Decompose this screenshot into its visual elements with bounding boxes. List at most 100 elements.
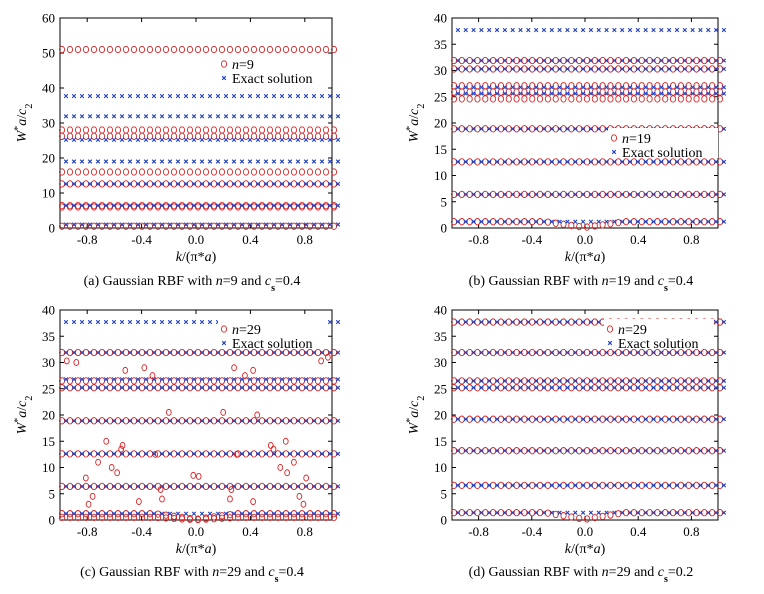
exact-point xyxy=(327,319,333,325)
exact-point xyxy=(526,483,531,488)
model-point xyxy=(138,180,146,188)
model-point xyxy=(314,510,322,518)
model-point xyxy=(599,95,606,103)
x-tick-label: -0.8 xyxy=(77,524,98,539)
exact-point xyxy=(295,350,301,355)
x-axis-label: k/(π*a) xyxy=(565,250,606,265)
exact-point xyxy=(303,114,309,119)
model-point xyxy=(450,95,458,103)
exact-point xyxy=(175,451,181,457)
exact-point xyxy=(455,448,461,453)
exact-point xyxy=(494,126,500,131)
model-point xyxy=(194,377,202,385)
model-point xyxy=(106,417,114,425)
exact-point xyxy=(533,27,539,33)
exact-point xyxy=(247,377,253,382)
exact-point xyxy=(713,192,719,197)
exact-point xyxy=(494,91,500,96)
model-point xyxy=(82,168,90,176)
model-point xyxy=(138,482,146,491)
exact-point xyxy=(335,451,341,457)
model-point xyxy=(218,417,226,425)
model-point xyxy=(98,384,106,392)
model-point xyxy=(490,377,497,385)
model-point xyxy=(266,348,274,357)
exact-point xyxy=(682,448,687,453)
model-point xyxy=(537,509,544,517)
exact-point xyxy=(487,91,492,96)
y-tick-label: 0 xyxy=(441,513,448,528)
model-point xyxy=(537,56,544,65)
model-point xyxy=(623,88,630,96)
exact-point xyxy=(207,159,213,164)
exact-point xyxy=(247,350,253,355)
model-point xyxy=(544,158,551,166)
exact-point xyxy=(71,377,77,382)
exact-point xyxy=(199,511,205,516)
series-model xyxy=(450,318,724,523)
model-point xyxy=(615,510,622,518)
exact-point xyxy=(471,126,476,131)
exact-point xyxy=(127,418,133,423)
exact-point xyxy=(604,85,609,90)
model-point xyxy=(591,513,598,522)
model-point xyxy=(662,82,669,90)
model-point xyxy=(290,513,298,522)
exact-point xyxy=(183,350,189,355)
model-point xyxy=(521,447,528,455)
exact-point xyxy=(127,222,133,227)
model-point xyxy=(474,318,481,326)
exact-point xyxy=(191,418,197,423)
exact-point xyxy=(143,319,149,325)
model-point xyxy=(202,126,210,134)
legend-model-label: n=19 xyxy=(622,132,651,147)
model-point xyxy=(170,348,178,357)
exact-point xyxy=(255,484,261,489)
exact-point xyxy=(263,377,269,382)
model-point xyxy=(513,82,520,90)
model-point xyxy=(537,65,544,73)
model-point xyxy=(662,348,669,357)
model-point xyxy=(677,509,684,517)
exact-point xyxy=(143,451,149,457)
model-spurious-point xyxy=(325,353,331,361)
model-point xyxy=(638,82,645,90)
model-point xyxy=(693,88,700,96)
x-tick-label: 0.0 xyxy=(188,524,204,539)
exact-point xyxy=(471,27,476,33)
exact-point xyxy=(706,27,711,33)
exact-point xyxy=(635,350,641,355)
model-point xyxy=(576,65,583,73)
model-point xyxy=(646,218,653,226)
model-point xyxy=(170,514,178,523)
exact-point xyxy=(87,484,93,489)
model-point xyxy=(599,481,606,489)
model-point xyxy=(130,417,138,425)
model-point xyxy=(552,510,559,519)
model-point xyxy=(654,447,661,455)
model-point xyxy=(106,180,114,188)
exact-point xyxy=(471,85,476,90)
exact-point xyxy=(455,350,461,355)
exact-point xyxy=(557,91,562,96)
exact-point xyxy=(111,484,117,489)
model-point xyxy=(210,417,218,425)
exact-point xyxy=(651,510,656,515)
exact-point xyxy=(635,91,641,96)
exact-point xyxy=(573,192,578,197)
model-point xyxy=(583,447,591,455)
exact-point xyxy=(455,58,461,63)
model-point xyxy=(670,447,677,455)
exact-point xyxy=(518,378,523,384)
model-point xyxy=(521,218,528,226)
exact-point xyxy=(295,93,301,99)
model-point xyxy=(282,513,290,522)
exact-point xyxy=(713,350,719,355)
model-point xyxy=(521,65,528,73)
x-tick-label: 0.8 xyxy=(297,232,313,247)
model-point xyxy=(322,45,330,54)
model-point xyxy=(716,384,724,392)
exact-point xyxy=(239,114,245,119)
y-tick-label: 20 xyxy=(434,116,447,131)
exact-point xyxy=(674,27,680,33)
